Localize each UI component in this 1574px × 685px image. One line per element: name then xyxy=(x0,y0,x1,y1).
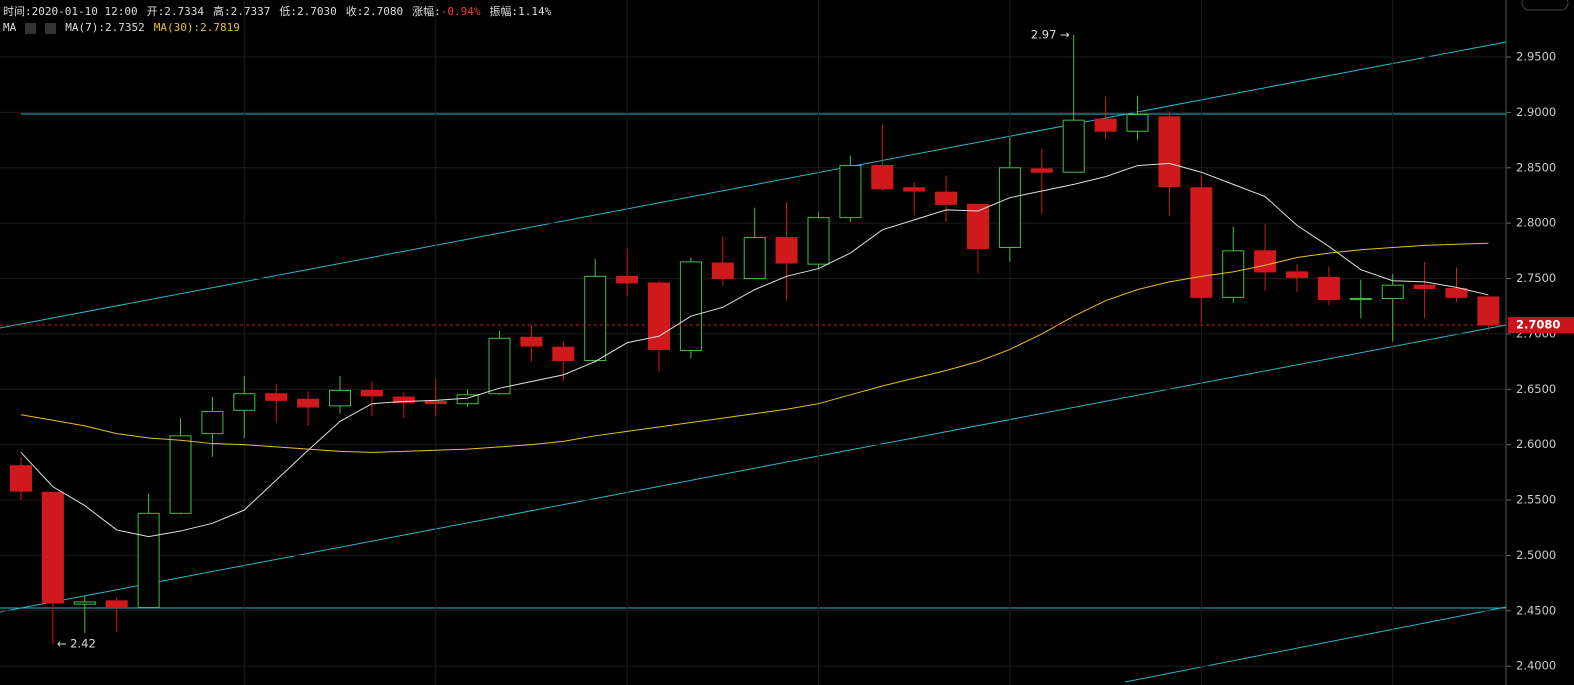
info-value: -0.94% xyxy=(440,5,481,18)
info-value: 2.7030 xyxy=(296,5,337,18)
y-tick-label: 2.7500 xyxy=(1516,271,1556,285)
candle-body xyxy=(360,389,383,397)
candle-body xyxy=(265,393,288,401)
candle-body xyxy=(10,465,32,492)
candle-body xyxy=(137,512,160,608)
candle-body xyxy=(935,191,958,205)
candle-body xyxy=(648,282,670,350)
candle-body xyxy=(73,601,96,605)
low-annotation: ← 2.42 xyxy=(57,637,96,651)
candle-body xyxy=(743,237,766,280)
candle-body xyxy=(552,346,575,361)
last-price-box xyxy=(1508,317,1574,334)
candle-body xyxy=(711,262,734,280)
candle-body xyxy=(1445,288,1468,298)
y-tick-label: 2.5500 xyxy=(1516,493,1556,507)
candle-body xyxy=(807,217,830,265)
info-item: 低:2.7030 xyxy=(279,5,336,18)
ma-line xyxy=(20,162,1489,538)
info-item: 开:2.7334 xyxy=(147,5,204,18)
candle-body xyxy=(839,165,862,219)
info-label: 振幅: xyxy=(489,5,519,18)
candle-body xyxy=(297,398,320,408)
last-price-label: 2.7080 xyxy=(1516,318,1560,332)
candle-body xyxy=(424,400,447,405)
candle-body xyxy=(1413,284,1436,290)
y-tick-label: 2.8500 xyxy=(1516,160,1556,174)
ma-legend: MA(7):2.7352 xyxy=(65,21,145,34)
info-item: 涨幅:-0.94% xyxy=(412,5,480,18)
y-tick-label: 2.4500 xyxy=(1516,603,1556,617)
candle-body xyxy=(1477,296,1500,326)
trend-line xyxy=(1124,606,1507,683)
candle-body xyxy=(584,275,607,361)
trend-line xyxy=(0,41,1507,329)
info-item: 高:2.7337 xyxy=(213,5,270,18)
info-value: 2020-01-10 12:00 xyxy=(31,5,138,18)
indicator-name: MA xyxy=(3,21,17,34)
candle-body xyxy=(233,393,256,411)
candle-body xyxy=(329,389,351,407)
info-label: 涨幅: xyxy=(412,5,441,18)
candle-body xyxy=(201,410,224,435)
candle-body xyxy=(41,491,64,604)
candle-body xyxy=(1381,284,1404,299)
y-tick-label: 2.9500 xyxy=(1516,50,1556,64)
info-label: 开: xyxy=(146,5,165,18)
y-tick-label: 2.5000 xyxy=(1516,548,1556,562)
candle-body xyxy=(488,337,511,395)
ma-line xyxy=(20,242,1489,453)
candle-body xyxy=(1190,187,1213,298)
info-label: 低: xyxy=(279,5,297,18)
candle-body xyxy=(1030,168,1053,173)
y-tick-label: 2.8000 xyxy=(1516,216,1556,230)
candle-body xyxy=(1254,250,1277,273)
candle-body xyxy=(903,187,926,192)
info-item: 收:2.7080 xyxy=(346,5,403,18)
candle-body xyxy=(1094,118,1117,132)
ma-legend: MA(30):2.7819 xyxy=(153,21,240,34)
info-label: 收: xyxy=(345,5,364,18)
indicator-bar: MA MA(7):2.7352 MA(30):2.7819 xyxy=(3,21,249,34)
close-icon[interactable] xyxy=(45,22,57,34)
info-label: 高: xyxy=(212,5,231,18)
candle-body xyxy=(998,167,1021,249)
info-value: 2.7337 xyxy=(230,5,271,18)
info-value: 2.7334 xyxy=(164,5,204,18)
y-tick-label: 2.9000 xyxy=(1516,105,1556,119)
candle-body xyxy=(1126,114,1149,132)
candle-body xyxy=(169,435,192,514)
high-annotation: 2.97 → xyxy=(1031,27,1070,41)
candle-body xyxy=(1286,271,1308,278)
info-item: 时间:2020-01-10 12:00 xyxy=(3,5,138,18)
candle-body xyxy=(520,336,543,347)
candle-body xyxy=(775,237,798,264)
candle-body xyxy=(1158,116,1181,188)
trend-line xyxy=(0,324,1507,613)
candle-body xyxy=(1349,297,1372,301)
y-tick-label: 2.4000 xyxy=(1516,659,1556,673)
candle-body xyxy=(616,275,639,284)
candle-body xyxy=(679,261,702,352)
info-item: 振幅:1.14% xyxy=(489,5,551,18)
y-tick-label: 2.6000 xyxy=(1516,437,1556,451)
settings-icon[interactable] xyxy=(25,22,37,34)
candle-body xyxy=(967,203,989,250)
info-value: 1.14% xyxy=(518,5,552,18)
candle-body xyxy=(105,600,128,608)
candle-body xyxy=(871,165,894,190)
info-label: 时间: xyxy=(3,5,32,18)
candle-body xyxy=(1222,250,1245,298)
candle-body xyxy=(392,396,415,404)
menu-button[interactable] xyxy=(1521,0,1569,11)
info-value: 2.7080 xyxy=(363,5,404,18)
y-tick-label: 2.6500 xyxy=(1516,382,1556,396)
candle-body xyxy=(1317,276,1340,301)
candle-body xyxy=(1062,119,1085,173)
info-bar: 时间:2020-01-10 12:00 开:2.7334 高:2.7337 低:2.7… xyxy=(3,3,560,19)
